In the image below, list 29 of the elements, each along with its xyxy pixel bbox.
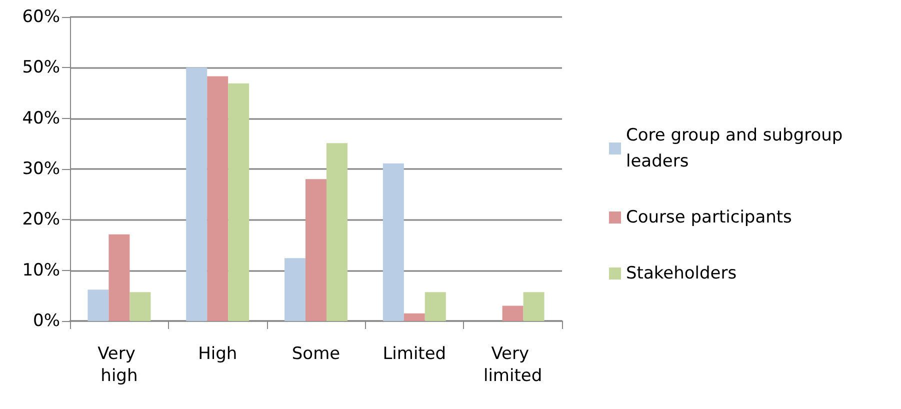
bar bbox=[88, 290, 109, 321]
bar bbox=[523, 292, 544, 321]
x-tick-label: Limited bbox=[382, 344, 446, 364]
bar bbox=[404, 313, 425, 321]
legend-label: Course participants bbox=[626, 208, 792, 228]
bar bbox=[382, 163, 404, 321]
y-tick-label: 30% bbox=[22, 159, 60, 179]
bar bbox=[130, 292, 151, 321]
bar bbox=[306, 179, 326, 321]
bar bbox=[284, 258, 306, 321]
x-tick-label: High bbox=[198, 344, 238, 364]
bar bbox=[424, 292, 446, 321]
bar bbox=[186, 68, 208, 321]
y-tick-label: 0% bbox=[33, 311, 60, 331]
bar bbox=[502, 306, 524, 321]
y-tick-label: 20% bbox=[22, 210, 60, 230]
bar bbox=[326, 143, 348, 321]
x-tick-label: Very high bbox=[98, 344, 141, 386]
y-tick-label: 10% bbox=[22, 260, 60, 280]
bar bbox=[207, 76, 228, 321]
y-tick-label: 50% bbox=[22, 58, 60, 78]
legend-label: Core group and subgroup leaders bbox=[626, 126, 848, 172]
y-tick-label: 40% bbox=[22, 108, 60, 128]
bar bbox=[108, 234, 130, 321]
legend-label: Stakeholders bbox=[626, 264, 737, 284]
x-tick-label: Very limited bbox=[483, 344, 542, 386]
y-tick-label: 60% bbox=[22, 7, 60, 27]
bar bbox=[228, 83, 250, 321]
x-tick-label: Some bbox=[292, 344, 340, 364]
